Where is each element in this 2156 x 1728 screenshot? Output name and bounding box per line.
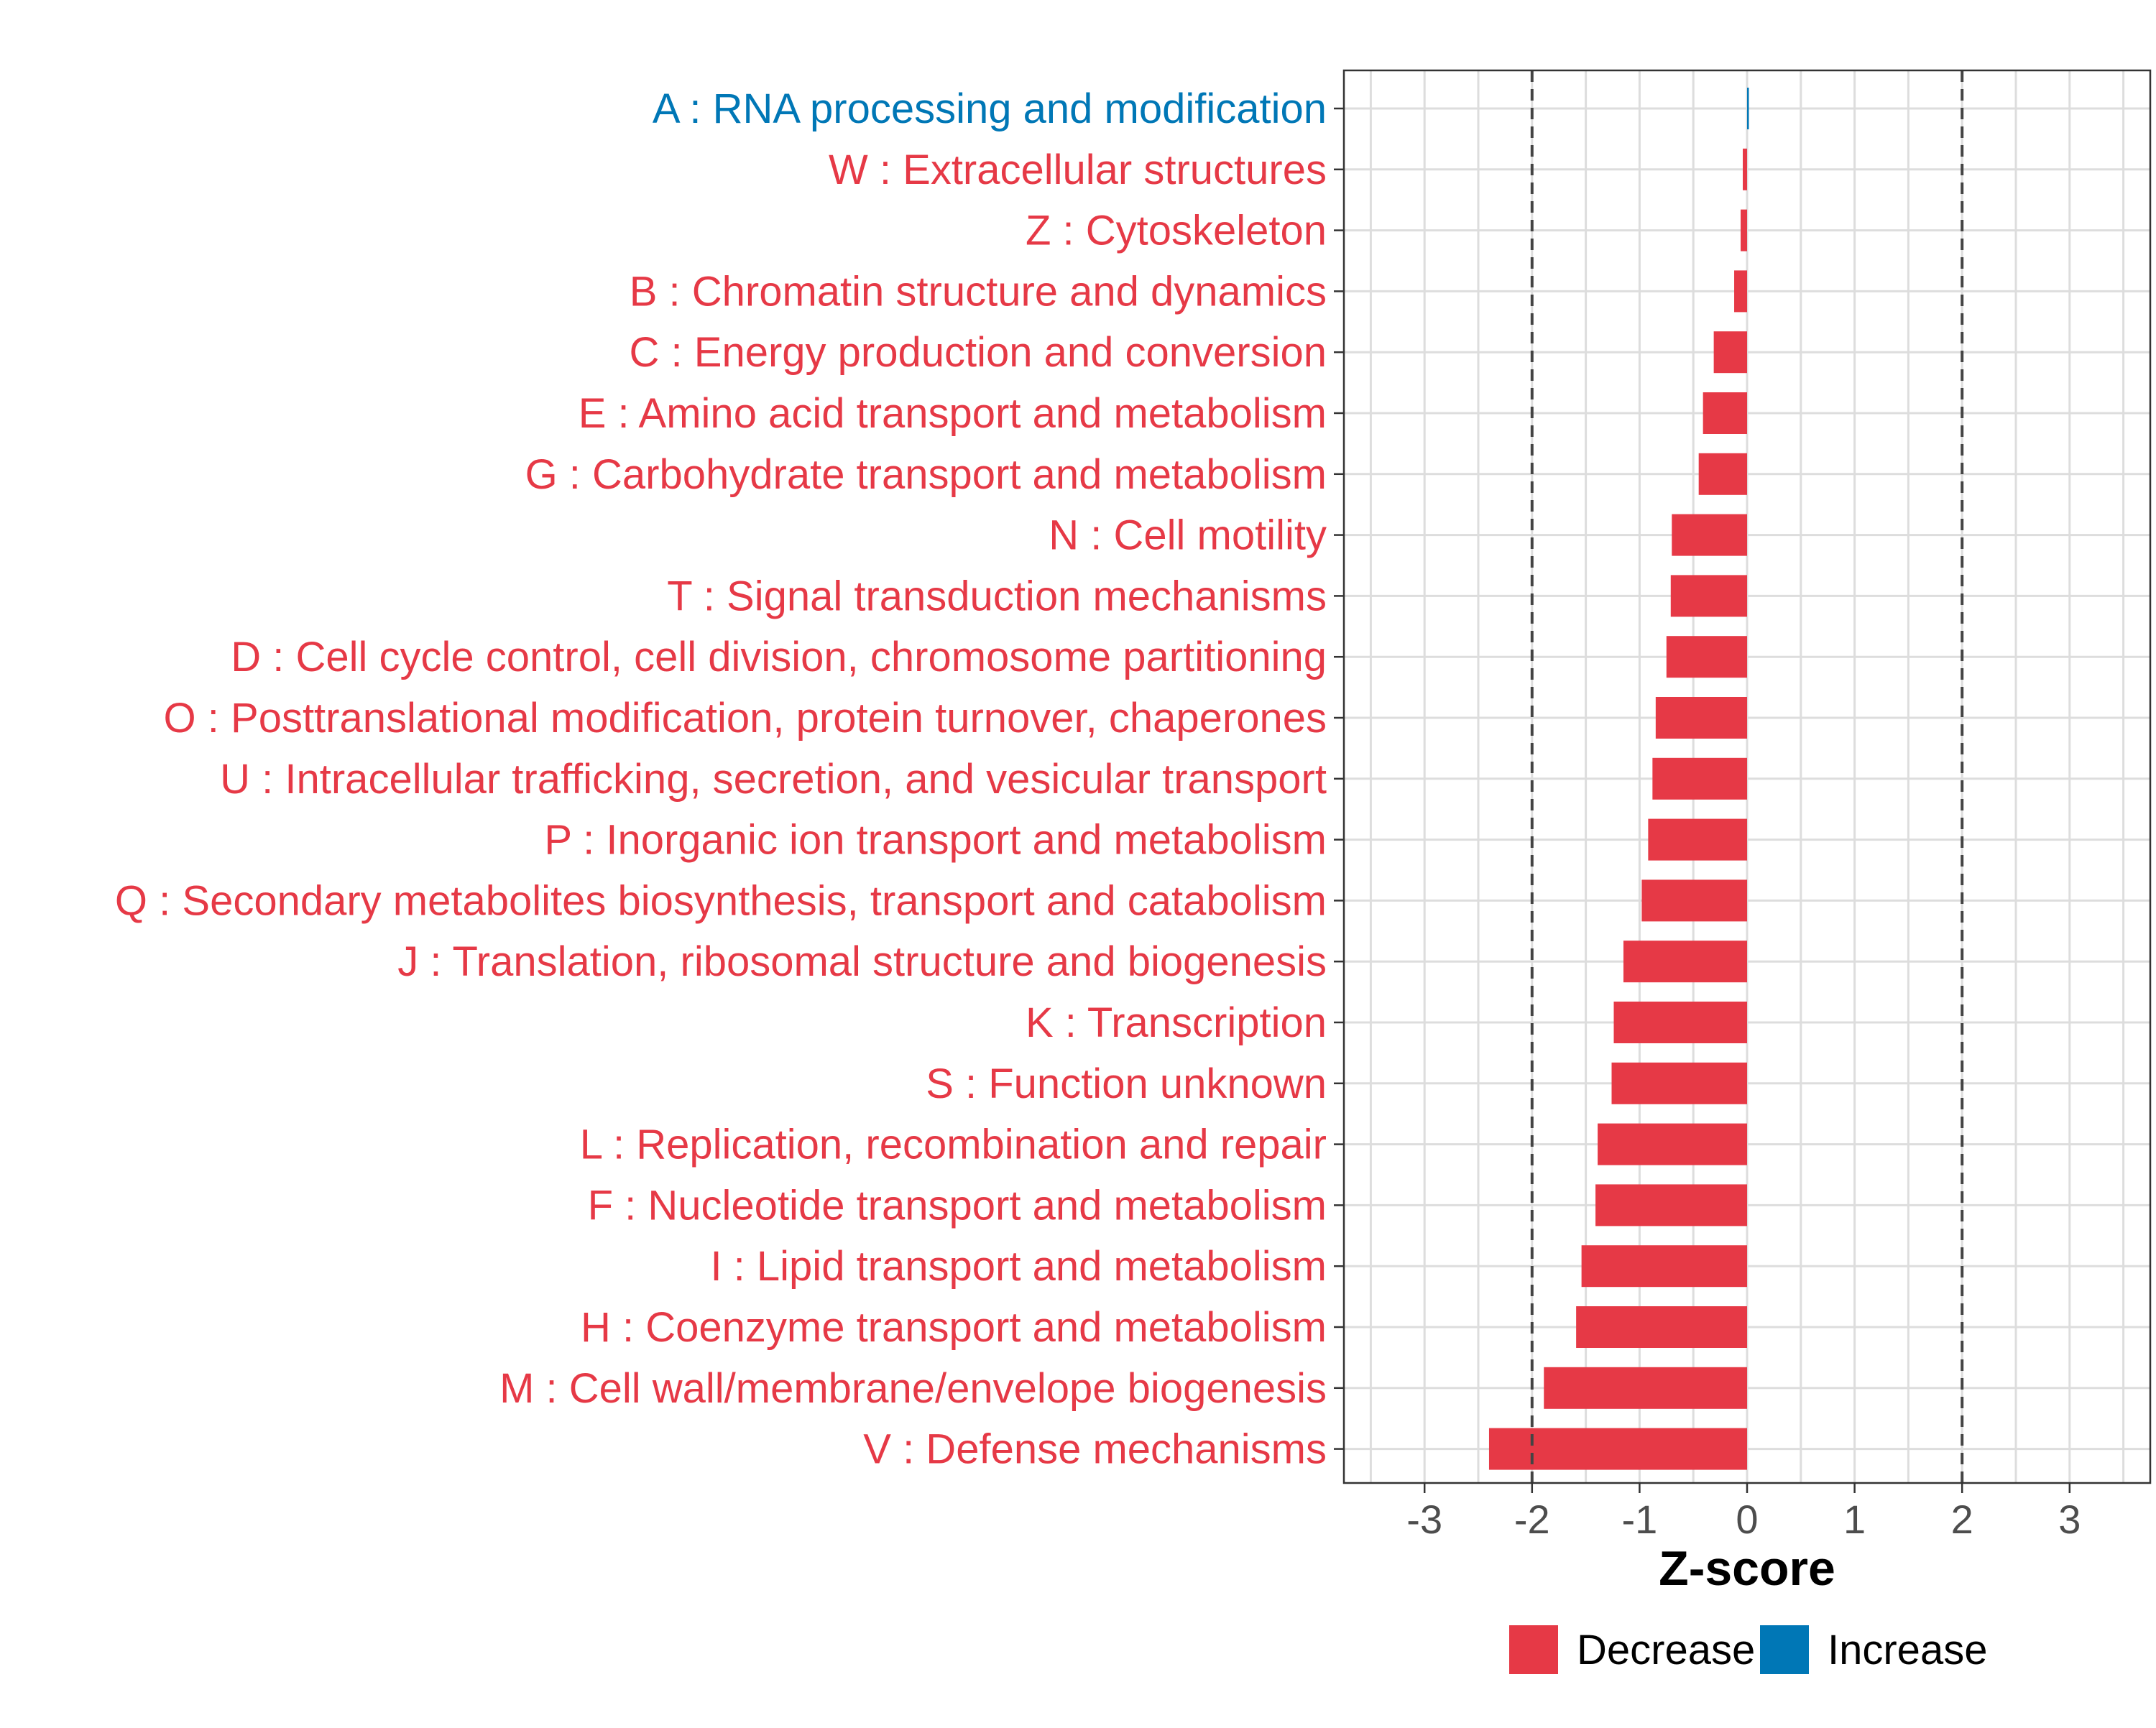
category-label: U : Intracellular trafficking, secretion…	[220, 756, 1327, 803]
x-axis-ticks: -3 -2 -1 0 1 2 3	[1406, 1483, 2081, 1542]
bar	[1544, 1367, 1747, 1409]
category-label: W : Extracellular structures	[829, 147, 1327, 193]
x-tick-label: -2	[1514, 1497, 1550, 1542]
bar	[1698, 453, 1747, 495]
category-label: A : RNA processing and modification	[653, 86, 1327, 132]
category-label: Q : Secondary metabolites biosynthesis, …	[115, 877, 1327, 924]
bar	[1743, 148, 1747, 190]
legend-swatch	[1760, 1625, 1809, 1674]
category-label: V : Defense mechanisms	[863, 1426, 1327, 1473]
bar	[1713, 331, 1747, 374]
category-label: Z : Cytoskeleton	[1026, 208, 1327, 254]
bar	[1741, 209, 1747, 251]
legend-swatch	[1509, 1625, 1558, 1674]
bar	[1703, 392, 1747, 434]
x-tick-label: -1	[1622, 1497, 1658, 1542]
category-label: L : Replication, recombination and repai…	[580, 1122, 1327, 1168]
x-tick-label: 2	[1951, 1497, 1973, 1542]
category-label: H : Coenzyme transport and metabolism	[581, 1304, 1327, 1351]
category-label: C : Energy production and conversion	[630, 329, 1327, 376]
bar	[1623, 941, 1747, 983]
x-tick-label: 3	[2058, 1497, 2081, 1542]
y-axis-labels: A : RNA processing and modification W : E…	[115, 86, 1327, 1473]
category-label: P : Inorganic ion transport and metaboli…	[544, 817, 1327, 864]
bars	[1488, 88, 1749, 1470]
bar	[1648, 818, 1747, 861]
grid	[1344, 70, 2150, 1483]
category-label: D : Cell cycle control, cell division, c…	[231, 634, 1327, 680]
bar	[1666, 636, 1747, 678]
category-label: F : Nucleotide transport and metabolism	[588, 1182, 1327, 1229]
bar	[1613, 1002, 1747, 1043]
x-axis-title: Z-score	[1659, 1541, 1835, 1596]
bar	[1595, 1184, 1747, 1226]
legend: Decrease Increase	[1509, 1625, 1987, 1674]
category-label: K : Transcription	[1026, 999, 1327, 1046]
x-tick-label: 0	[1736, 1497, 1758, 1542]
bar	[1747, 88, 1749, 129]
bar	[1655, 697, 1747, 739]
bar	[1652, 757, 1747, 800]
bar	[1641, 879, 1747, 922]
bar	[1581, 1245, 1747, 1288]
bar	[1734, 270, 1747, 313]
category-label: O : Posttranslational modification, prot…	[164, 695, 1327, 741]
x-tick-label: 1	[1843, 1497, 1866, 1542]
category-label: N : Cell motility	[1049, 512, 1327, 559]
legend-label: Increase	[1828, 1627, 1987, 1673]
category-label: T : Signal transduction mechanisms	[667, 573, 1327, 619]
threshold-lines	[1530, 70, 1964, 1483]
category-label: S : Function unknown	[926, 1061, 1327, 1107]
x-tick-label: -3	[1406, 1497, 1442, 1542]
category-label: I : Lipid transport and metabolism	[710, 1243, 1327, 1290]
category-label: G : Carbohydrate transport and metabolis…	[525, 451, 1327, 498]
bar	[1488, 1428, 1747, 1470]
bar	[1598, 1123, 1747, 1165]
category-label: M : Cell wall/membrane/envelope biogenes…	[499, 1365, 1327, 1412]
bar	[1672, 514, 1747, 556]
category-label: J : Translation, ribosomal structure and…	[397, 938, 1327, 985]
category-label: B : Chromatin structure and dynamics	[630, 268, 1327, 315]
category-label: E : Amino acid transport and metabolism	[579, 390, 1327, 437]
bar	[1670, 575, 1747, 617]
y-axis-ticks	[1334, 107, 1344, 1450]
legend-label: Decrease	[1577, 1627, 1755, 1673]
bar	[1576, 1306, 1747, 1348]
bar	[1611, 1062, 1747, 1104]
